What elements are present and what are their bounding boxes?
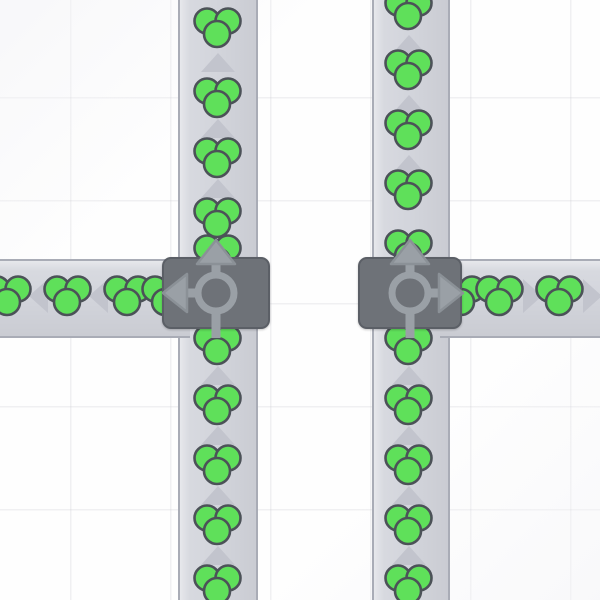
belt-direction-up-icon: [201, 365, 235, 385]
belt-direction-up-icon: [392, 154, 426, 174]
belt-direction-up-icon: [201, 178, 235, 198]
green-item-cluster: [42, 272, 94, 320]
belt-direction-up-icon: [201, 485, 235, 505]
splitter-right-glyph-icon: [355, 238, 465, 348]
green-item-cluster: [0, 272, 34, 320]
green-item-cluster: [383, 46, 435, 94]
belt-direction-up-icon: [201, 118, 235, 138]
green-item-cluster: [383, 381, 435, 429]
green-item-cluster: [192, 194, 244, 242]
green-item-cluster: [192, 381, 244, 429]
green-item-cluster: [192, 74, 244, 122]
belt-direction-up-icon: [392, 94, 426, 114]
green-item-cluster: [192, 561, 244, 600]
green-item-cluster: [383, 561, 435, 600]
green-item-cluster: [192, 441, 244, 489]
belt-direction-up-icon: [392, 425, 426, 445]
green-item-cluster: [383, 441, 435, 489]
splitter-left-glyph-icon: [161, 238, 271, 348]
green-item-cluster: [383, 501, 435, 549]
belt-direction-up-icon: [392, 485, 426, 505]
belt-direction-right-icon: [582, 279, 600, 313]
green-item-cluster: [192, 134, 244, 182]
belt-direction-up-icon: [201, 52, 235, 72]
belt-direction-left-icon: [88, 279, 108, 313]
green-item-cluster: [192, 501, 244, 549]
belt-direction-up-icon: [392, 545, 426, 565]
belt-direction-up-icon: [392, 365, 426, 385]
splitter-node-right[interactable]: [358, 238, 465, 338]
belt-direction-left-icon: [28, 279, 48, 313]
green-item-cluster: [192, 4, 244, 52]
belt-direction-up-icon: [392, 34, 426, 54]
green-item-cluster: [383, 166, 435, 214]
green-item-cluster: [383, 0, 435, 34]
green-item-cluster: [383, 106, 435, 154]
green-item-cluster: [474, 272, 526, 320]
belt-direction-up-icon: [201, 425, 235, 445]
splitter-node-left[interactable]: [161, 238, 270, 338]
green-item-cluster: [534, 272, 586, 320]
belt-direction-up-icon: [201, 545, 235, 565]
